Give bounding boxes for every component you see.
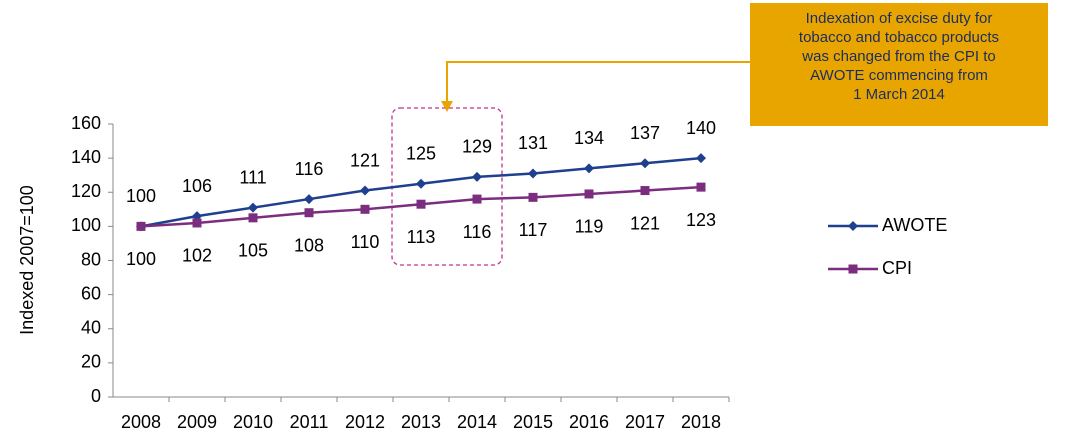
data-point [584,163,594,174]
data-label: 131 [518,133,548,153]
legend-label: AWOTE [882,215,947,235]
data-point [528,168,538,179]
y-tick-label: 40 [81,318,101,338]
x-tick-label: 2013 [401,412,441,432]
x-tick-label: 2018 [681,412,721,432]
y-tick-label: 100 [71,215,101,235]
data-label: 119 [575,217,604,237]
data-point [528,192,538,202]
data-point [472,171,482,182]
data-point [304,208,314,218]
data-point [640,186,650,196]
legend-marker [848,221,858,231]
data-label: 100 [126,186,156,206]
y-tick-label: 120 [71,181,101,201]
data-label: 140 [686,118,716,138]
y-tick-label: 0 [91,386,101,406]
data-label: 116 [463,222,492,242]
data-point [416,199,426,209]
data-label: 121 [350,150,380,170]
data-label: 125 [406,143,436,163]
data-point [248,213,258,223]
y-axis-label: Indexed 2007=100 [17,185,37,335]
x-tick-label: 2009 [177,412,217,432]
data-label: 108 [294,235,324,255]
legend-label: CPI [882,258,912,278]
arrow-head [441,101,453,112]
x-tick-label: 2012 [345,412,385,432]
data-point [584,189,594,199]
data-point [304,194,314,205]
y-tick-label: 20 [81,352,101,372]
data-point [248,202,258,213]
x-tick-label: 2016 [569,412,609,432]
data-label: 134 [574,128,604,148]
annotation-arrow [446,61,750,104]
data-label: 137 [630,123,660,143]
y-tick-label: 60 [81,283,101,303]
annotation-text: 1 March 2014 [853,86,945,103]
data-point [360,185,370,196]
data-label: 105 [238,241,268,261]
data-label: 129 [462,137,492,157]
x-tick-label: 2011 [290,412,329,432]
data-point [696,153,706,164]
data-label: 121 [630,213,660,233]
data-label: 116 [295,159,324,179]
data-point [136,221,146,231]
x-tick-label: 2010 [233,412,273,432]
y-tick-label: 160 [71,113,101,133]
annotation-box [750,3,1048,126]
annotation-text: tobacco and tobacco products [799,29,999,46]
data-label: 102 [182,246,212,266]
data-label: 100 [126,249,156,269]
data-point [192,218,202,228]
data-point [472,194,482,204]
x-tick-label: 2015 [513,412,553,432]
x-tick-label: 2008 [121,412,161,432]
data-label: 106 [182,176,212,196]
annotation-text: Indexation of excise duty for [806,10,993,27]
data-label: 111 [239,167,266,187]
y-tick-label: 80 [81,249,101,269]
data-label: 113 [407,227,436,247]
data-point [360,204,370,214]
legend-marker [848,264,858,274]
annotation-text: was changed from the CPI to [801,48,995,65]
annotation: Indexation of excise duty for tobacco and… [750,3,1048,126]
data-point [416,178,426,189]
x-tick-label: 2014 [457,412,497,432]
annotation-text: AWOTE commencing from [810,67,988,84]
data-label: 110 [351,232,380,252]
x-tick-label: 2017 [625,412,665,432]
data-label: 117 [519,220,548,240]
data-point [696,182,706,192]
y-tick-label: 140 [71,147,101,167]
data-point [640,158,650,169]
data-label: 123 [686,210,716,230]
